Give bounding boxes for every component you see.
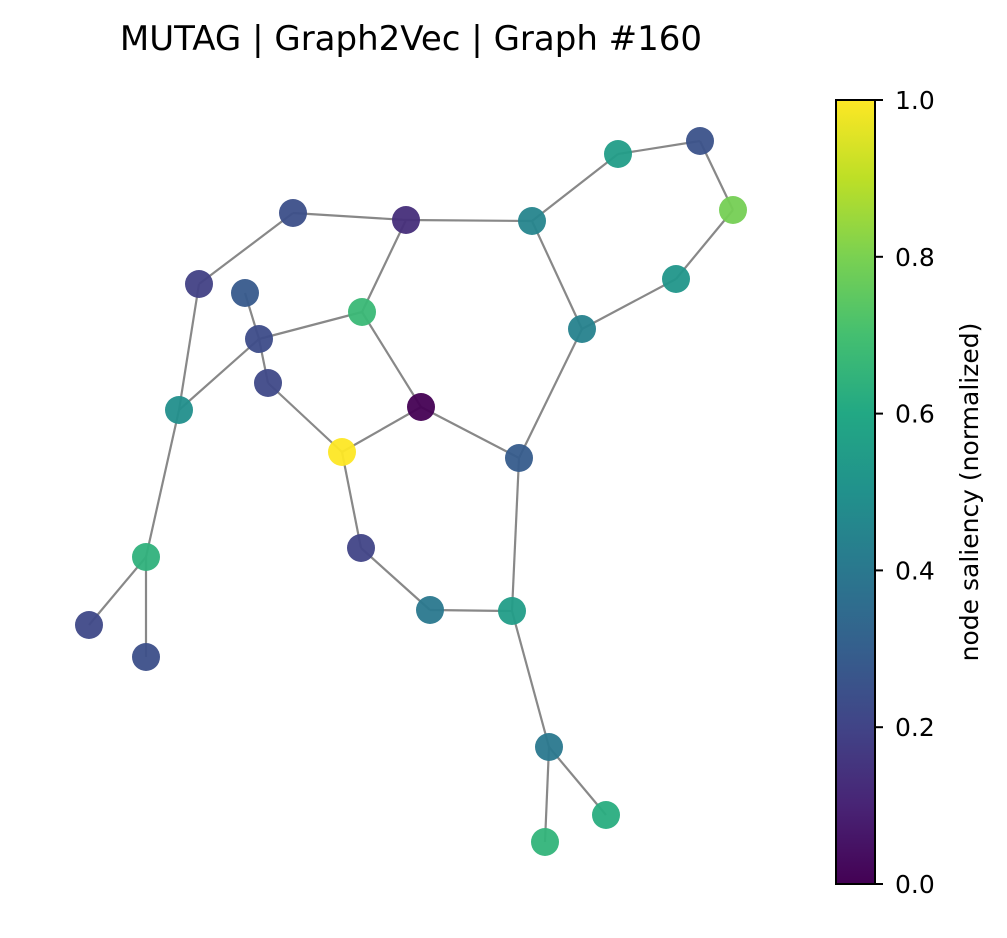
graph-edge: [675, 209, 734, 280]
graph-edge: [518, 328, 583, 459]
colorbar: 0.0 0.2 0.4 0.6 0.8 1.0 node saliency (normal…: [835, 86, 984, 899]
graph-node: [416, 596, 444, 624]
graph-edge: [360, 547, 431, 611]
graph-edge: [292, 211, 407, 222]
graph-node: [518, 207, 546, 235]
graph-edge: [361, 311, 422, 408]
chart-title: MUTAG | Graph2Vec | Graph #160: [120, 19, 702, 59]
graph-edge: [420, 406, 520, 459]
graph-node: [328, 438, 356, 466]
graph-edge: [531, 220, 583, 330]
graph-node: [662, 265, 690, 293]
graph-nodes: [75, 127, 747, 856]
graph-edge: [510, 457, 521, 612]
graph-node: [719, 196, 747, 224]
graph-edge: [198, 212, 294, 285]
graph-node: [407, 393, 435, 421]
graph-node: [505, 444, 533, 472]
graph-edge: [581, 278, 677, 330]
graph-edge: [88, 556, 147, 626]
graph-edge: [361, 219, 407, 313]
colorbar-tick-label: 1.0: [895, 86, 935, 115]
graph-node: [165, 396, 193, 424]
graph-node: [347, 534, 375, 562]
graph-edges: [88, 139, 734, 843]
graph-edge: [144, 409, 181, 558]
graph-edge: [341, 406, 422, 453]
graph-node: [568, 315, 596, 343]
graph-edge: [340, 451, 363, 549]
graph-node: [279, 199, 307, 227]
graph-node: [535, 733, 563, 761]
graph-node: [604, 140, 632, 168]
graph-node: [531, 828, 559, 856]
graph-edge: [543, 746, 551, 843]
graph-node: [392, 206, 420, 234]
graph-node: [348, 298, 376, 326]
graph-node: [231, 279, 259, 307]
colorbar-tick-label: 0.0: [895, 870, 935, 899]
graph-edge: [258, 310, 363, 341]
graph-edge: [510, 610, 551, 748]
colorbar-label: node saliency (normalized): [955, 323, 984, 662]
graph-node: [185, 270, 213, 298]
graph-node: [132, 643, 160, 671]
graph-edge: [178, 338, 260, 411]
graph-edge: [405, 218, 533, 223]
colorbar-tick-label: 0.2: [895, 713, 935, 742]
colorbar-ticks: 0.0 0.2 0.4 0.6 0.8 1.0: [875, 86, 935, 899]
graph-edge: [267, 382, 343, 453]
colorbar-tick-label: 0.4: [895, 556, 935, 585]
colorbar-gradient: [835, 99, 876, 885]
graph-node: [254, 369, 282, 397]
graph-edge: [548, 746, 607, 816]
colorbar-tick-label: 0.6: [895, 400, 935, 429]
graph-node: [75, 611, 103, 639]
graph-node: [498, 597, 526, 625]
graph-node: [132, 543, 160, 571]
graph-edge: [177, 283, 201, 411]
graph-node: [686, 127, 714, 155]
colorbar-tick-label: 0.8: [895, 243, 935, 272]
graph-node: [592, 801, 620, 829]
graph-edge: [531, 153, 619, 222]
graph-node: [245, 325, 273, 353]
